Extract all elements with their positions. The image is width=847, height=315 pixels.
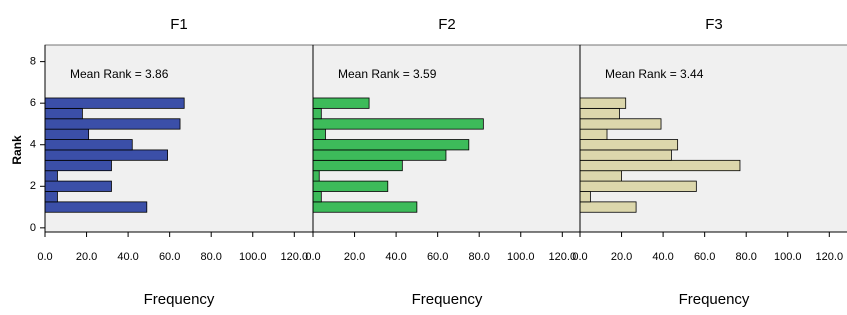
bar <box>313 150 446 160</box>
bar <box>313 129 325 139</box>
bar <box>580 191 590 201</box>
bar <box>45 181 111 191</box>
x-axis-label: Frequency <box>679 291 750 308</box>
panel-title: F2 <box>438 16 456 33</box>
x-tick-label: 0.0 <box>305 251 320 263</box>
bar <box>580 150 671 160</box>
bar <box>313 108 321 118</box>
x-tick-label: 0.0 <box>572 251 587 263</box>
bar <box>45 202 147 212</box>
x-tick-label: 40.0 <box>385 251 406 263</box>
bar <box>580 181 696 191</box>
x-tick-label: 100.0 <box>507 251 535 263</box>
bar <box>45 160 111 170</box>
x-tick-label: 120.0 <box>281 251 309 263</box>
y-axis-label: Rank <box>10 135 24 165</box>
bar <box>313 119 483 129</box>
x-tick-label: 0.0 <box>37 251 52 263</box>
x-tick-label: 120.0 <box>816 251 844 263</box>
y-tick-label: 8 <box>30 56 36 68</box>
bar <box>313 98 369 108</box>
bar <box>580 108 619 118</box>
bar <box>580 140 678 150</box>
bar <box>580 160 740 170</box>
bar <box>45 171 57 181</box>
panel-title: F1 <box>170 16 188 33</box>
bar <box>313 202 417 212</box>
x-axis-label: Frequency <box>412 291 483 308</box>
x-tick-label: 20.0 <box>611 251 632 263</box>
bar <box>313 171 319 181</box>
bar <box>45 150 168 160</box>
panel-title: F3 <box>705 16 723 33</box>
x-tick-label: 100.0 <box>774 251 802 263</box>
x-tick-label: 60.0 <box>427 251 448 263</box>
bar <box>45 119 180 129</box>
x-tick-label: 40.0 <box>117 251 138 263</box>
bar <box>580 98 626 108</box>
x-tick-label: 60.0 <box>159 251 180 263</box>
bar <box>45 191 57 201</box>
bar <box>580 129 607 139</box>
bar <box>313 181 388 191</box>
x-tick-label: 80.0 <box>468 251 489 263</box>
y-tick-label: 4 <box>30 139 36 151</box>
x-axis-label: Frequency <box>144 291 215 308</box>
x-tick-label: 100.0 <box>239 251 267 263</box>
bar <box>580 202 636 212</box>
x-tick-label: 80.0 <box>735 251 756 263</box>
annotation: Mean Rank = 3.44 <box>605 67 704 81</box>
bar <box>45 98 184 108</box>
bar <box>580 119 661 129</box>
y-tick-label: 2 <box>30 180 36 192</box>
bar <box>45 129 89 139</box>
bar <box>45 108 82 118</box>
annotation: Mean Rank = 3.86 <box>70 67 169 81</box>
y-tick-label: 0 <box>30 222 36 234</box>
chart: F1FrequencyMean Rank = 3.860.020.040.060… <box>0 0 847 315</box>
bar <box>313 191 321 201</box>
bar <box>45 140 132 150</box>
x-tick-label: 60.0 <box>694 251 715 263</box>
x-tick-label: 20.0 <box>344 251 365 263</box>
annotation: Mean Rank = 3.59 <box>338 67 437 81</box>
bar <box>313 160 402 170</box>
bar <box>580 171 622 181</box>
x-tick-label: 40.0 <box>652 251 673 263</box>
x-tick-label: 20.0 <box>76 251 97 263</box>
bar <box>313 140 469 150</box>
x-tick-label: 80.0 <box>200 251 221 263</box>
y-tick-label: 6 <box>30 97 36 109</box>
